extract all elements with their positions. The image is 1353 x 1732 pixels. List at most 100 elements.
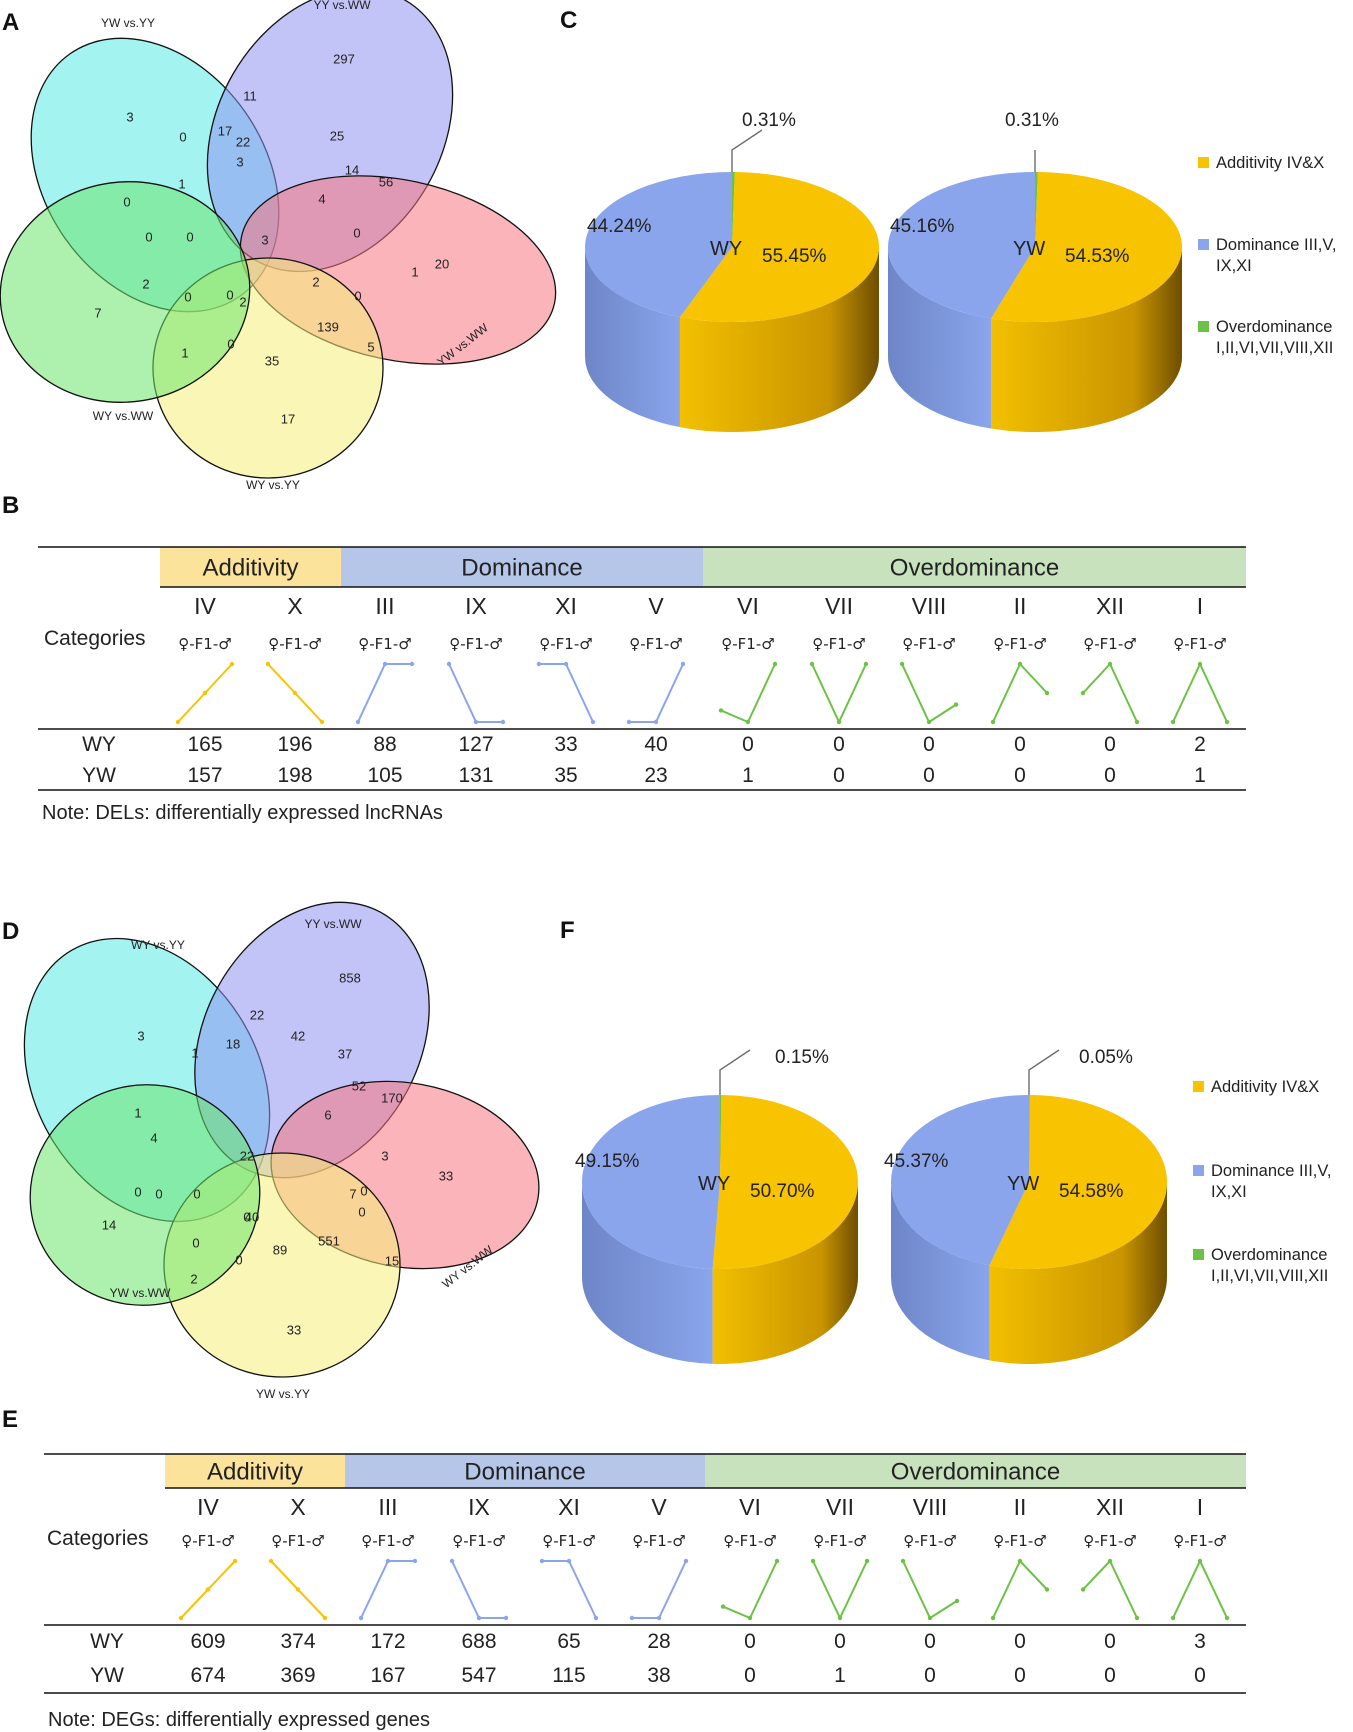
expression-pattern-point <box>175 719 181 725</box>
pie-side-wall <box>712 1182 858 1364</box>
group-label: Additivity <box>202 554 298 581</box>
legend-entry: Overdominance <box>1216 318 1332 336</box>
pie-series-name: YW <box>1013 238 1045 260</box>
venn-region-count: 3 <box>236 154 243 169</box>
expression-pattern-line <box>451 1560 506 1619</box>
expression-pattern-point <box>810 1558 816 1564</box>
expression-pattern-point <box>836 719 842 725</box>
panel-letter-f: F <box>560 917 575 944</box>
cross-symbol: ♀-F1-♂ <box>903 1532 956 1550</box>
venn-region-count: 0 <box>353 225 360 240</box>
cross-symbol: ♀-F1-♂ <box>812 635 865 653</box>
cross-symbol: ♀-F1-♂ <box>993 635 1046 653</box>
count-cell: 165 <box>187 733 222 756</box>
venn-region-count: 42 <box>291 1028 305 1043</box>
pie-slice <box>891 1095 1029 1266</box>
category-numeral: XI <box>558 1494 580 1520</box>
venn-set-label: YY vs.WW <box>313 0 371 12</box>
expression-pattern-point <box>500 719 506 725</box>
expression-pattern-point <box>232 1558 238 1564</box>
venn-region-count: 3 <box>381 1148 388 1163</box>
count-cell: 0 <box>924 1630 936 1653</box>
venn-region-count: 1 <box>178 176 185 191</box>
venn-region-count: 0 <box>134 1184 141 1199</box>
venn-region-count: 17 <box>281 411 295 426</box>
count-cell: 0 <box>1014 1664 1026 1687</box>
category-numeral: IV <box>194 593 216 619</box>
cross-symbol: ♀-F1-♂ <box>1173 1532 1226 1550</box>
venn-region-count: 22 <box>236 134 250 149</box>
venn-set-ellipse <box>29 1084 261 1306</box>
cross-symbol: ♀-F1-♂ <box>181 1532 234 1550</box>
venn-region-count: 15 <box>385 1253 399 1268</box>
venn-set-label: YW vs.WW <box>110 1286 171 1300</box>
pie-side-wall <box>989 1182 1167 1364</box>
expression-pattern-line <box>812 1560 868 1621</box>
expression-pattern-point <box>202 690 208 696</box>
expression-pattern-point <box>1080 690 1086 696</box>
expression-pattern-point <box>295 1587 301 1592</box>
expression-pattern-point <box>990 719 996 725</box>
venn-region-count: 35 <box>265 353 279 368</box>
count-cell: 1 <box>1194 764 1206 787</box>
legend-entry: Dominance III,V, <box>1216 236 1336 254</box>
expression-pattern-point <box>563 661 569 667</box>
count-cell: 674 <box>190 1664 225 1687</box>
pie-series-name: WY <box>710 238 742 260</box>
expression-pattern-point <box>1170 719 1176 725</box>
count-cell: 127 <box>458 733 493 756</box>
expression-pattern-line <box>360 1560 415 1619</box>
panel-letter-d: D <box>2 918 19 945</box>
group-band <box>705 1454 1246 1488</box>
expression-pattern-point <box>590 719 596 725</box>
venn-region-count: 56 <box>379 174 393 189</box>
venn-region-count: 0 <box>184 289 191 304</box>
cross-symbol: ♀-F1-♂ <box>1083 1532 1136 1550</box>
legend-entry: I,II,VI,VII,VIII,XII <box>1216 339 1333 357</box>
group-label: Additivity <box>207 1458 303 1485</box>
expression-pattern-point <box>772 661 778 667</box>
expression-pattern-point <box>683 1558 689 1564</box>
venn-region-count: 14 <box>102 1217 116 1232</box>
pie-slice <box>679 172 880 323</box>
cross-symbol: ♀-F1-♂ <box>629 635 682 653</box>
count-cell: 35 <box>554 764 577 787</box>
category-numeral: XII <box>1096 593 1124 619</box>
expression-pattern-point <box>718 708 724 713</box>
expression-pattern-point <box>953 702 959 707</box>
cross-symbol: ♀-F1-♂ <box>542 1532 595 1550</box>
legend-swatch <box>1193 1165 1204 1176</box>
panel-letter-e: E <box>2 1406 18 1433</box>
venn-region-count: 3 <box>137 1028 144 1043</box>
venn-set-label: WY vs.YY <box>131 938 185 952</box>
venn-set-label: YW vs.YY <box>256 1387 310 1401</box>
category-numeral: I <box>1197 1494 1203 1520</box>
cross-symbol: ♀-F1-♂ <box>361 1532 414 1550</box>
count-cell: 196 <box>277 733 312 756</box>
expression-pattern-line <box>629 663 684 723</box>
expression-pattern-point <box>1134 719 1140 725</box>
expression-pattern-point <box>382 661 388 667</box>
venn-region-count: 20 <box>435 256 449 271</box>
count-cell: 547 <box>461 1664 496 1687</box>
count-cell: 0 <box>834 1630 846 1653</box>
venn-region-count: 297 <box>333 51 355 66</box>
category-numeral: IX <box>465 593 487 619</box>
venn-region-count: 0 <box>155 1186 162 1201</box>
expression-pattern-point <box>990 1615 996 1621</box>
venn-region-count: 4 <box>318 191 325 206</box>
pie-charts-c: WY 55.45% 44.24% 0.31% YW 54.53% 45.16% 0.31% Ad… <box>585 110 1336 432</box>
cross-symbol: ♀-F1-♂ <box>993 1532 1046 1550</box>
count-cell: 0 <box>923 764 935 787</box>
expression-pattern-line <box>632 1560 687 1619</box>
category-numeral: VIII <box>912 593 947 619</box>
expression-pattern-point <box>593 1615 599 1621</box>
count-cell: 33 <box>554 733 577 756</box>
category-numeral: VII <box>826 1494 854 1520</box>
expression-pattern-point <box>629 1615 635 1621</box>
venn-region-count: 0 <box>145 229 152 244</box>
count-cell: 0 <box>1194 1664 1206 1687</box>
pie-label-overdominance: 0.31% <box>742 110 796 131</box>
expression-pattern-line <box>992 1559 1048 1619</box>
